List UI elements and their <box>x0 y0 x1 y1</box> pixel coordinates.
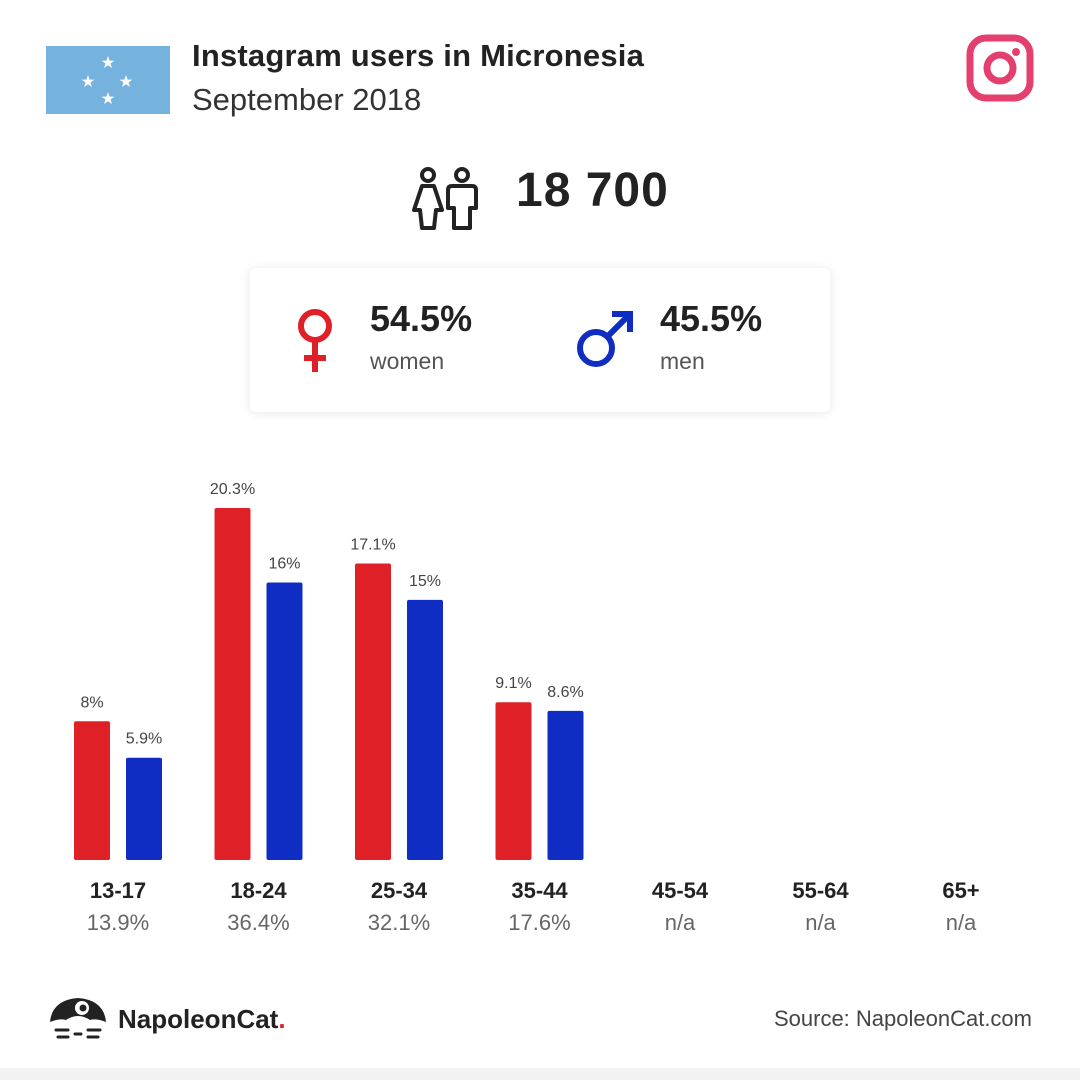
data-label-men-13-17: 5.9% <box>126 731 162 748</box>
data-label-women-18-24: 20.3% <box>210 481 255 498</box>
category-label: 25-34 <box>370 878 428 903</box>
bar-men-18-24 <box>266 582 303 860</box>
brand-name: NapoleonCat. <box>118 1004 286 1035</box>
total-users-value: 18 700 <box>516 164 669 217</box>
bar-men-13-17 <box>126 757 162 860</box>
men-label: men <box>660 348 705 374</box>
bottom-strip <box>0 1068 1080 1080</box>
data-label-women-35-44: 9.1% <box>495 675 531 692</box>
category-label: 45-54 <box>651 878 709 903</box>
gender-split-card: 54.5% women 45.5% men <box>250 268 830 412</box>
men-percent: 45.5% <box>660 298 763 339</box>
category-share: 32.1% <box>367 910 431 935</box>
bar-men-25-34 <box>407 599 443 860</box>
page-title: Instagram users in Micronesia <box>192 38 645 73</box>
data-label-women-25-34: 17.1% <box>350 536 395 553</box>
data-label-men-18-24: 16% <box>268 556 300 573</box>
brand-text: NapoleonCat <box>118 1004 279 1034</box>
category-label: 65+ <box>942 878 980 903</box>
category-label: 55-64 <box>792 878 849 903</box>
category-share: n/a <box>805 910 836 935</box>
category-share: n/a <box>945 910 977 935</box>
female-symbol-icon <box>298 309 332 372</box>
bar-women-35-44 <box>495 702 532 860</box>
data-label-men-35-44: 8.6% <box>547 684 583 701</box>
category-share: 36.4% <box>227 910 290 935</box>
page-subtitle: September 2018 <box>192 82 422 117</box>
micronesia-flag-icon <box>46 46 170 114</box>
category-label: 18-24 <box>230 878 287 903</box>
bar-chart-plot: 8% 5.9% 20.3% 16% 17.1% 15% 9.1% 8.6% <box>74 481 584 860</box>
category-share: 13.9% <box>86 910 150 935</box>
napoleoncat-logo-icon <box>50 998 106 1039</box>
category-label: 13-17 <box>89 878 147 903</box>
source-credit: Source: NapoleonCat.com <box>773 1006 1032 1031</box>
bar-women-13-17 <box>74 721 110 860</box>
data-label-men-25-34: 15% <box>409 573 441 590</box>
bar-women-25-34 <box>355 563 391 860</box>
people-icon <box>412 167 478 230</box>
bar-women-18-24 <box>214 508 251 860</box>
male-symbol-icon <box>577 311 633 367</box>
brand-dot: . <box>278 1004 286 1034</box>
age-gender-bar-chart: 8% 5.9% 20.3% 16% 17.1% 15% 9.1% 8.6% 13-17 13.9… <box>0 440 1080 960</box>
data-label-women-13-17: 8% <box>80 694 103 711</box>
instagram-logo-icon <box>966 34 1034 102</box>
category-share: 17.6% <box>508 910 571 935</box>
women-label: women <box>370 348 445 374</box>
bar-men-35-44 <box>547 710 584 860</box>
category-share: n/a <box>664 910 696 935</box>
category-label: 35-44 <box>511 878 568 903</box>
women-percent: 54.5% <box>370 298 473 339</box>
